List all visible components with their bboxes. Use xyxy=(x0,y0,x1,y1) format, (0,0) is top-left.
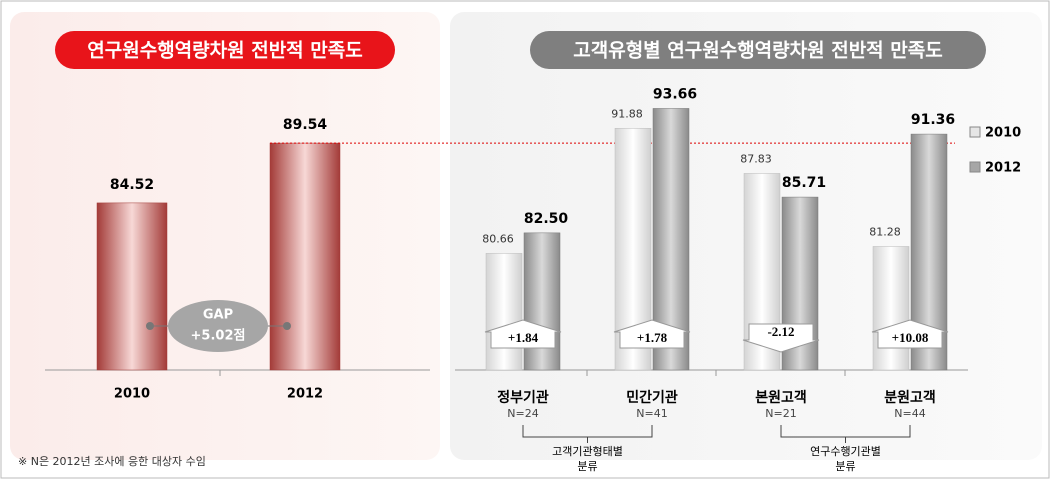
difference-arrow xyxy=(871,319,949,349)
legend-label: 2010 xyxy=(985,126,1021,141)
difference-label: -2.12 xyxy=(767,324,794,339)
group-bracket xyxy=(780,425,911,443)
value-label: 81.28 xyxy=(869,225,901,238)
right-title: 고객유형별 연구원수행역량차원 전반적 만족도 xyxy=(573,40,942,62)
gap-dot xyxy=(146,322,154,330)
value-label: 93.66 xyxy=(653,86,697,102)
x-tick-label: 2010 xyxy=(114,387,150,402)
sample-size: N=24 xyxy=(507,407,538,420)
left-panel xyxy=(10,12,440,460)
legend-swatch xyxy=(969,126,981,138)
group-label: 연구수행기관별 xyxy=(810,445,881,458)
legend-label: 2012 xyxy=(985,161,1021,176)
x-tick-label: 정부기관 xyxy=(497,389,549,406)
gap-value: +5.02점 xyxy=(191,329,246,344)
sample-size: N=21 xyxy=(765,407,796,420)
value-label: 87.83 xyxy=(740,152,772,165)
difference-label: +1.84 xyxy=(508,330,539,345)
value-label: 91.36 xyxy=(911,112,955,128)
difference-label: +10.08 xyxy=(892,330,929,345)
difference-arrow xyxy=(742,323,820,353)
right-title-pill xyxy=(530,31,986,69)
bar xyxy=(96,202,168,371)
value-label: 80.66 xyxy=(482,232,514,245)
difference-label: +1.78 xyxy=(637,330,668,345)
value-label: 85.71 xyxy=(782,175,826,191)
bar xyxy=(485,253,523,371)
gap-dot xyxy=(283,322,291,330)
group-label: 고객기관형태별 xyxy=(552,445,623,458)
x-tick-label: 본원고객 xyxy=(755,389,807,406)
bar xyxy=(872,246,910,371)
gap-label: GAP xyxy=(203,308,233,323)
gap-bubble xyxy=(168,300,268,352)
bar xyxy=(269,142,341,371)
legend-swatch xyxy=(969,161,981,173)
value-label: 91.88 xyxy=(611,107,643,120)
value-label: 89.54 xyxy=(283,117,328,133)
group-label: 분류 xyxy=(835,460,855,473)
group-bracket xyxy=(522,425,653,443)
sample-size: N=44 xyxy=(894,407,925,420)
x-tick-label: 민간기관 xyxy=(626,389,678,406)
bar xyxy=(523,232,561,371)
group-label: 분류 xyxy=(577,460,597,473)
value-label: 82.50 xyxy=(524,211,569,227)
footnote: ※ N은 2012년 조사에 응한 대상자 수임 xyxy=(18,455,206,468)
value-label: 84.52 xyxy=(110,177,154,193)
x-tick-label: 분원고객 xyxy=(884,389,936,406)
sample-size: N=41 xyxy=(636,407,667,420)
left-title: 연구원수행역량차원 전반적 만족도 xyxy=(87,40,362,62)
difference-arrow xyxy=(613,319,691,349)
left-title-pill xyxy=(55,31,395,69)
difference-arrow xyxy=(484,319,562,349)
x-tick-label: 2012 xyxy=(287,387,323,402)
